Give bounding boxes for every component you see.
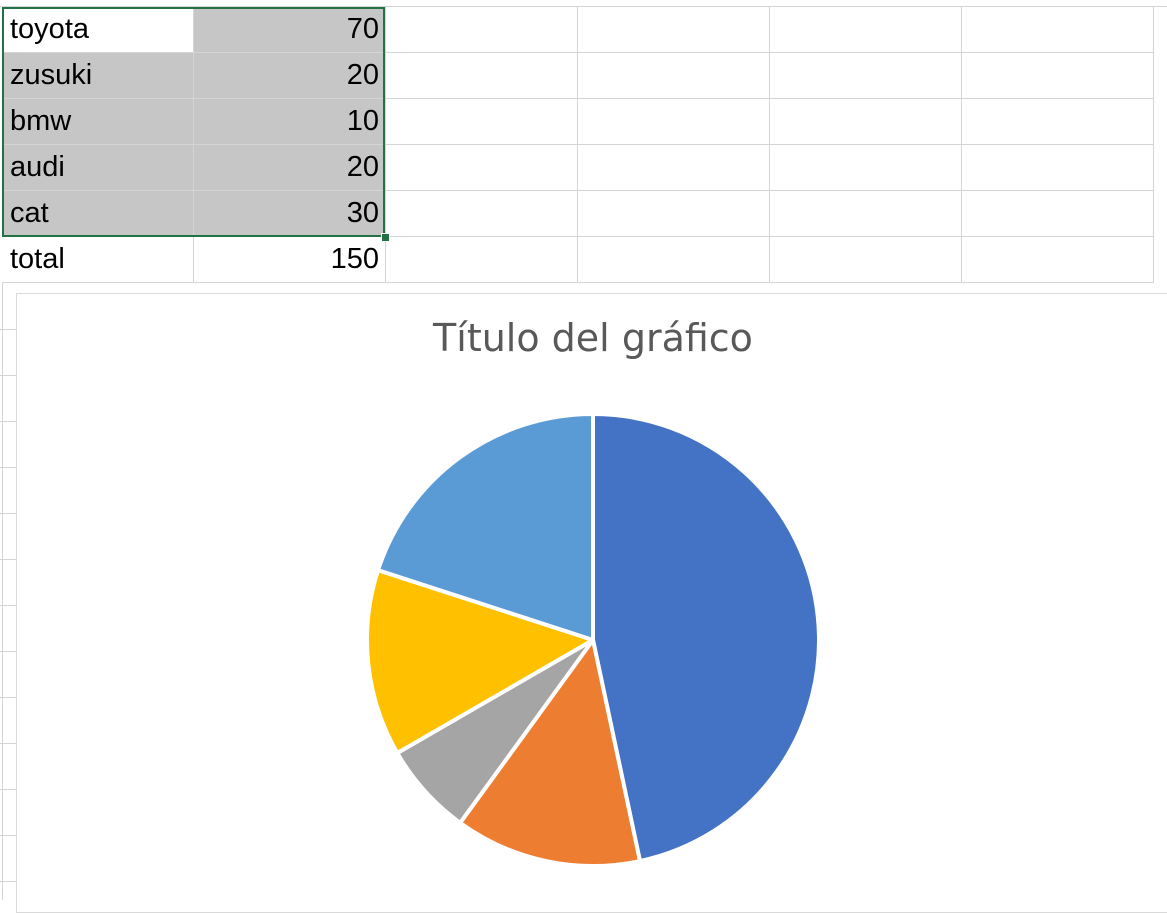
cell-empty[interactable] [962,99,1154,145]
cell-empty[interactable] [770,191,962,237]
cell-value[interactable]: 30 [194,191,386,237]
cell-empty[interactable] [962,7,1154,53]
cell-empty[interactable] [578,7,770,53]
cell-label[interactable]: total [2,237,194,283]
pie-slice-zusuki[interactable] [458,638,642,868]
pie-chart-area[interactable]: Título del gráfico [16,293,1167,913]
pie-slice-toyota[interactable] [591,412,821,864]
cell-empty[interactable] [770,237,962,283]
grid-line [0,559,16,560]
cell-empty[interactable] [962,145,1154,191]
grid-line [0,605,16,606]
cell-empty[interactable] [578,53,770,99]
cell-empty[interactable] [770,99,962,145]
cell-value[interactable]: 20 [194,145,386,191]
cell-label[interactable]: audi [2,145,194,191]
grid-line [0,697,16,698]
grid-line [0,467,16,468]
grid-line [0,375,16,376]
cell-empty[interactable] [578,145,770,191]
cell-value[interactable]: 70 [194,7,386,53]
cell-empty[interactable] [386,99,578,145]
pie-chart [365,412,821,868]
cell-empty[interactable] [962,191,1154,237]
cell-empty[interactable] [770,145,962,191]
cell-value[interactable]: 20 [194,53,386,99]
cell-empty[interactable] [962,237,1154,283]
cell-label[interactable]: zusuki [2,53,194,99]
chart-title[interactable]: Título del gráfico [433,316,753,360]
cell-empty[interactable] [386,191,578,237]
cell-empty[interactable] [578,191,770,237]
cell-label[interactable]: cat [2,191,194,237]
cell-empty[interactable] [962,53,1154,99]
grid-line [0,881,16,882]
cell-value[interactable]: 150 [194,237,386,283]
pie-slice-audi[interactable] [365,568,595,755]
cell-label[interactable]: bmw [2,99,194,145]
cell-empty[interactable] [386,237,578,283]
grid-line [0,421,16,422]
cell-empty[interactable] [578,237,770,283]
cell-empty[interactable] [386,53,578,99]
pie-slice-cat[interactable] [376,412,595,642]
cell-empty[interactable] [770,7,962,53]
cell-label[interactable]: toyota [2,7,194,53]
grid-line [0,789,16,790]
grid-line [0,835,16,836]
cell-empty[interactable] [386,7,578,53]
grid-line [2,283,3,900]
cell-empty[interactable] [770,53,962,99]
grid-line [0,513,16,514]
grid-line [0,329,16,330]
grid-line [0,6,1167,7]
grid-line [0,651,16,652]
cell-empty[interactable] [386,145,578,191]
grid-line [0,743,16,744]
cell-empty[interactable] [578,99,770,145]
fill-handle[interactable] [381,233,390,242]
cell-value[interactable]: 10 [194,99,386,145]
